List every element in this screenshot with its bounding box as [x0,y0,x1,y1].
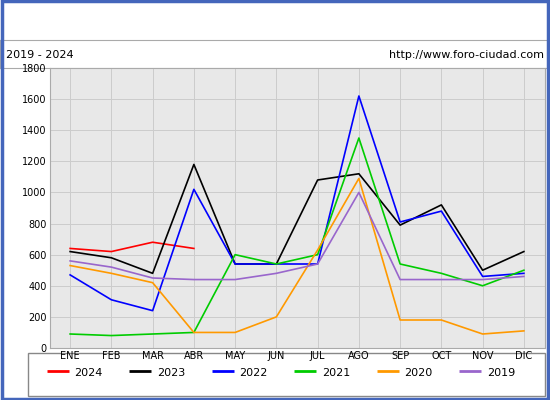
Text: 2022: 2022 [239,368,268,378]
Text: Evolucion Nº Turistas Nacionales en el municipio de Jorquera: Evolucion Nº Turistas Nacionales en el m… [73,14,477,26]
Text: 2021: 2021 [322,368,350,378]
Text: 2019 - 2024: 2019 - 2024 [6,50,73,60]
Text: http://www.foro-ciudad.com: http://www.foro-ciudad.com [389,50,544,60]
Text: 2020: 2020 [404,368,432,378]
Text: 2019: 2019 [487,368,515,378]
Text: 2024: 2024 [74,368,103,378]
Text: 2023: 2023 [157,368,185,378]
